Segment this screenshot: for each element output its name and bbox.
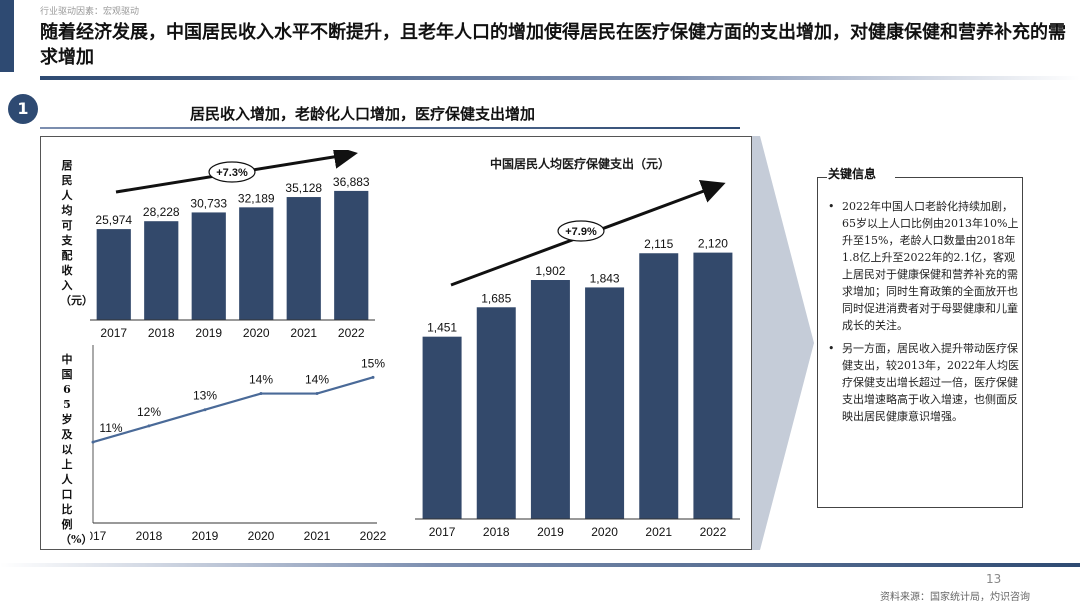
x-tick-label: 2021 — [304, 529, 331, 543]
growth-label: +7.9% — [565, 226, 597, 238]
data-label: 1,685 — [481, 291, 511, 305]
data-point — [91, 440, 95, 444]
bar — [422, 336, 462, 519]
x-tick-label: 2022 — [700, 525, 727, 539]
x-tick-label: 2019 — [537, 525, 564, 539]
page-number: 13 — [986, 572, 1002, 586]
spend-chart-title: 中国居民人均医疗保健支出（元） — [489, 157, 670, 171]
data-label: 36,883 — [333, 175, 370, 189]
x-tick-label: 2021 — [290, 326, 317, 340]
data-point — [147, 424, 151, 428]
chevron-arrow-icon — [752, 136, 814, 550]
x-tick-label: 2018 — [148, 326, 175, 340]
bar — [476, 307, 516, 519]
bar — [530, 280, 570, 519]
header-divider — [40, 76, 1080, 80]
data-label: 12% — [137, 405, 161, 419]
income-ylabel: 居民人均可支配收入（元） — [60, 159, 93, 307]
aging-chart: 11% 2017 12% 2018 13% 2019 14% 2020 14% 2021 15% 20… — [90, 345, 387, 543]
x-tick-label: 2018 — [136, 529, 163, 543]
x-tick-label: 2020 — [591, 525, 618, 539]
charts-panel — [40, 136, 752, 550]
step-badge: 1 — [8, 94, 38, 124]
data-label: 2,120 — [698, 237, 728, 251]
growth-badge — [208, 161, 256, 183]
data-point — [371, 375, 375, 379]
data-point — [203, 408, 207, 412]
breadcrumb: 行业驱动因素：宏观驱动 — [40, 7, 140, 17]
x-tick-label: 2022 — [360, 529, 387, 543]
data-label: 30,733 — [190, 196, 227, 210]
x-tick-label: 2021 — [645, 525, 672, 539]
bar — [239, 207, 274, 320]
data-label: 11% — [99, 421, 122, 435]
income-chart: 25,974 2017 28,228 2018 30,733 2019 32,189 2020… — [90, 150, 375, 340]
x-tick-label: 2017 — [100, 326, 127, 340]
x-tick-label: 2017 — [429, 525, 456, 539]
footer-divider — [0, 563, 1080, 567]
data-label: 15% — [361, 356, 385, 370]
section-title: 居民收入增加，老龄化人口增加，医疗保健支出增加 — [190, 105, 536, 123]
data-label: 35,128 — [285, 181, 322, 195]
series-line — [92, 376, 374, 444]
bar — [191, 212, 226, 320]
x-tick-label: 2020 — [243, 326, 270, 340]
data-label: 32,189 — [238, 191, 275, 205]
list-item: 另一方面，居民收入提升带动医疗保健支出，较2013年，2022年人均医疗保健支出… — [828, 340, 1020, 425]
data-label: 25,974 — [95, 213, 132, 227]
aging-ylabel: 中国65岁及以上人口比例（%） — [60, 353, 93, 546]
section-divider — [40, 127, 740, 129]
key-info-title: 关键信息 — [828, 167, 877, 181]
growth-badge — [557, 220, 605, 242]
bar — [693, 252, 733, 519]
key-info-list: 2022年中国人口老龄化持续加剧，65岁以上人口比例由2013年10%上升至15… — [828, 198, 1020, 431]
bar — [639, 253, 679, 519]
data-point — [315, 392, 319, 396]
data-label: 1,902 — [535, 264, 565, 278]
data-label: 1,843 — [590, 271, 620, 285]
page-title: 随着经济发展，中国居民收入水平不断提升，且老年人口的增加使得居民在医疗保健方面的… — [40, 22, 1066, 68]
data-label: 2,115 — [644, 237, 673, 251]
x-tick-label: 2019 — [192, 529, 219, 543]
data-label: 13% — [193, 389, 217, 403]
data-label: 1,451 — [427, 321, 457, 335]
key-info-box — [817, 178, 1023, 508]
data-label: 14% — [249, 373, 273, 387]
x-tick-label: 2018 — [483, 525, 510, 539]
x-tick-label: 2017 — [90, 529, 107, 543]
bar — [585, 287, 625, 519]
data-label: 14% — [305, 373, 329, 387]
data-point — [259, 392, 263, 396]
source-note: 资料来源：国家统计局，灼识咨询 — [880, 592, 1030, 603]
data-label: 28,228 — [143, 205, 180, 219]
bar — [144, 221, 179, 320]
bar — [334, 190, 369, 320]
x-tick-label: 2022 — [338, 326, 365, 340]
header-accent-bar — [0, 0, 14, 72]
spend-chart: 1,451 2017 1,685 2018 1,902 2019 1,843 2020 2,11… — [415, 180, 740, 539]
bar — [286, 197, 321, 320]
growth-label: +7.3% — [216, 167, 248, 179]
x-tick-label: 2020 — [248, 529, 275, 543]
bar — [96, 229, 131, 320]
list-item: 2022年中国人口老龄化持续加剧，65岁以上人口比例由2013年10%上升至15… — [828, 198, 1020, 334]
x-tick-label: 2019 — [195, 326, 222, 340]
